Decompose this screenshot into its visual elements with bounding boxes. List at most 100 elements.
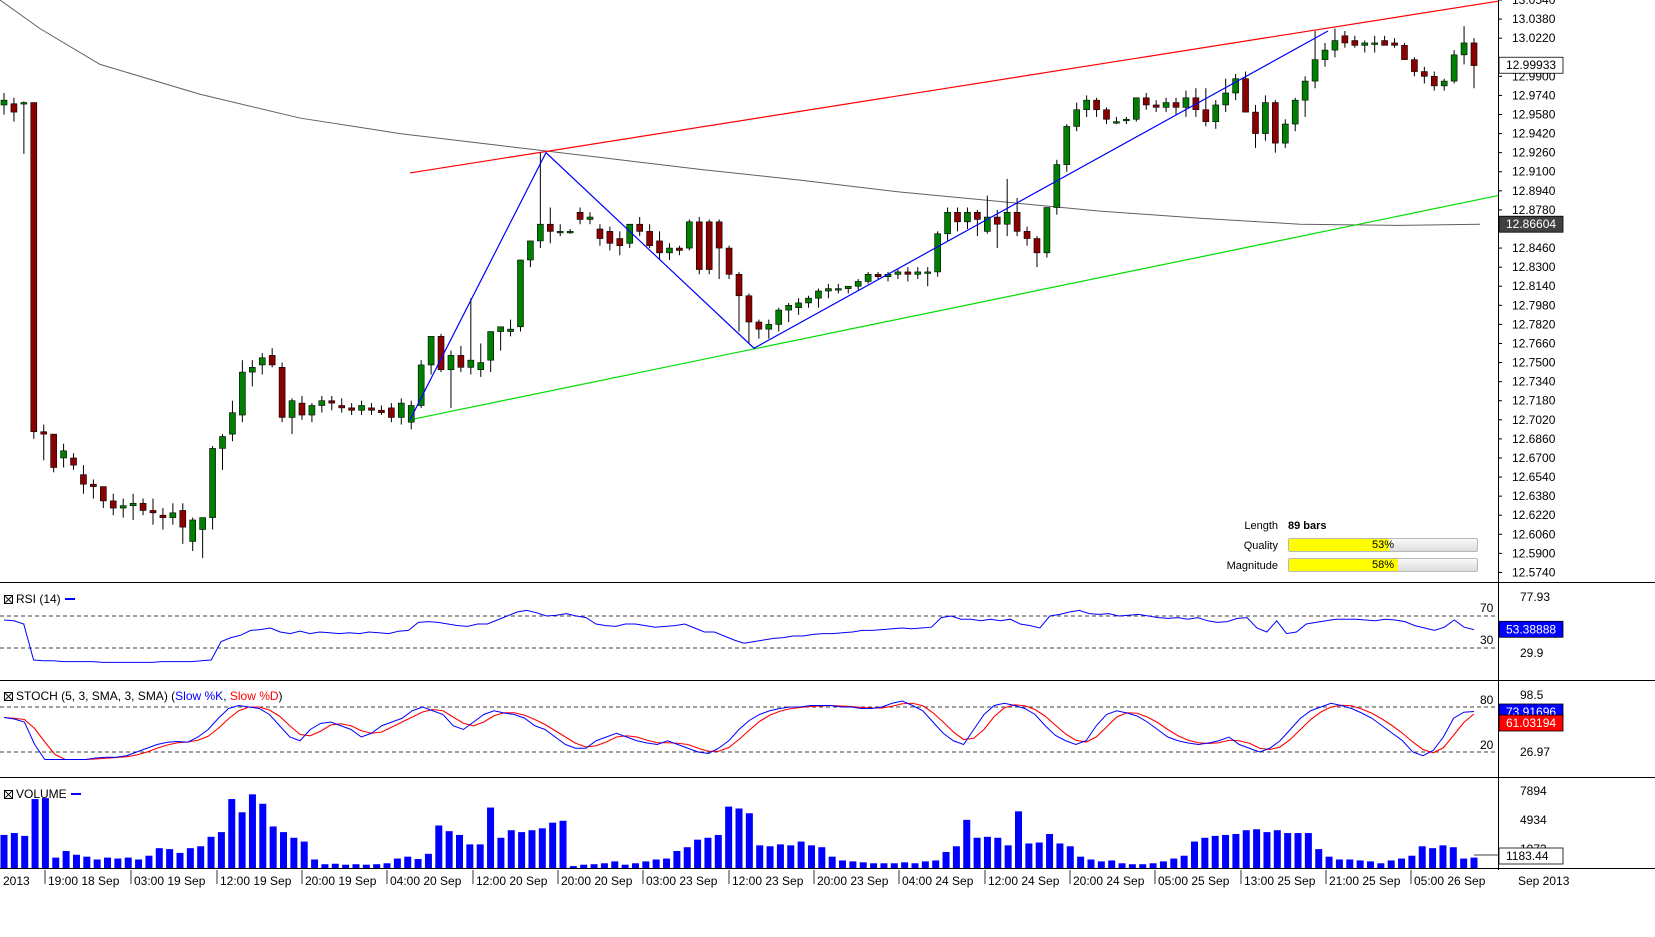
magnitude-label: Magnitude [1226, 560, 1278, 572]
candle [993, 209, 1001, 249]
volume-bar [290, 837, 298, 868]
volume-bar [300, 841, 308, 868]
y-tick-label: 12.8940 [1512, 184, 1556, 198]
y-tick-label: 12.8300 [1512, 260, 1556, 274]
candle-body [566, 231, 574, 234]
y-tick-label: 12.6060 [1512, 527, 1556, 541]
candle [507, 319, 514, 337]
candle-body [825, 288, 832, 292]
volume-bar [1077, 856, 1085, 868]
candle-body [139, 502, 147, 511]
y-tick-label: 12.9420 [1512, 127, 1556, 141]
x-tick-label: 12:00 20 Sep [476, 874, 548, 888]
volume-bar [466, 844, 474, 868]
volume-bar [166, 849, 174, 868]
volume-bar [1118, 863, 1126, 868]
x-tick-label: 20:00 20 Sep [561, 874, 633, 888]
candle [1430, 71, 1438, 91]
candle [775, 307, 783, 332]
candle-body [169, 512, 177, 518]
volume-bar [1315, 849, 1323, 868]
volume-bar [652, 859, 660, 868]
candle [1232, 73, 1239, 101]
candle [785, 302, 792, 323]
candle-body [119, 505, 127, 509]
candle [129, 493, 137, 520]
volume-bar [1128, 864, 1136, 868]
x-tick-label: 19:00 18 Sep [48, 874, 120, 888]
candle-body [10, 103, 18, 113]
candle [894, 269, 902, 280]
candle-body [1470, 42, 1478, 66]
candle [934, 231, 941, 277]
x-tick-label: Sep 2013 [1518, 874, 1570, 888]
volume-bar [145, 855, 153, 868]
candle-body [1272, 102, 1279, 144]
candle-body [1331, 40, 1339, 51]
x-tick-label: 2013 [3, 874, 30, 888]
candle [209, 446, 216, 530]
candle [258, 353, 266, 375]
stoch-level-label: 20 [1480, 738, 1494, 752]
volume-bar [487, 807, 495, 868]
volume-bar [518, 832, 526, 868]
y-tick-label: 12.6860 [1512, 432, 1556, 446]
candle-body [1321, 49, 1329, 60]
candle-body [1093, 99, 1100, 111]
candle-body [993, 216, 1001, 225]
candle-body [1440, 80, 1448, 87]
ma-value-tag-text: 12.86604 [1506, 217, 1556, 231]
stoch-k-label: Slow %K [175, 689, 224, 703]
candle [537, 152, 544, 249]
candle [656, 231, 663, 260]
volume-bar [683, 847, 691, 868]
rsi-title[interactable]: RSI (14) [4, 592, 75, 606]
rsi-value-tag: 53.38888 [1498, 620, 1564, 638]
candle [229, 400, 236, 442]
wedge-lower-line [409, 195, 1499, 421]
candle [1162, 97, 1170, 113]
close-icon[interactable] [4, 595, 13, 604]
candle [1411, 57, 1418, 77]
volume-bar [342, 864, 350, 868]
candle [10, 97, 18, 122]
candle-body [477, 362, 485, 371]
close-icon[interactable] [4, 692, 13, 701]
candle [1023, 226, 1031, 246]
stoch-title[interactable]: STOCH (5, 3, SMA, 3, SMA) (Slow %K, Slow… [4, 689, 283, 703]
volume-bar [1346, 859, 1354, 868]
volume-bar [248, 794, 256, 868]
candle-body [795, 302, 802, 308]
candle [795, 298, 802, 315]
candle [348, 403, 355, 416]
candle-body [686, 221, 693, 249]
volume-bar [404, 856, 412, 868]
candle-body [1142, 97, 1150, 106]
candle-body [388, 407, 395, 418]
candle-body [189, 519, 197, 542]
candle-body [100, 486, 107, 502]
rsi-panel: 70 30 77.93 29.9 53.38888 [0, 590, 1564, 663]
candle-body [487, 331, 494, 361]
candle [1103, 107, 1110, 125]
candle-body [239, 371, 246, 416]
candle-body [725, 247, 733, 275]
volume-title[interactable]: VOLUME [4, 787, 81, 801]
candle [1043, 207, 1051, 258]
quality-text: 53% [1371, 539, 1395, 551]
volume-bar [797, 841, 805, 868]
volume-bar [756, 845, 764, 868]
volume-bar [424, 853, 432, 868]
quality-bar: 53% [1288, 538, 1478, 552]
candle-body [705, 221, 713, 270]
volume-bar [714, 834, 722, 868]
candle-body [695, 221, 703, 270]
x-tick-label: 03:00 19 Sep [134, 874, 206, 888]
volume-bar [414, 859, 422, 868]
candle [100, 486, 107, 509]
candle-body [1003, 211, 1011, 225]
candle [497, 326, 504, 351]
close-icon[interactable] [4, 790, 13, 799]
last-price-tag-box [1498, 56, 1564, 74]
